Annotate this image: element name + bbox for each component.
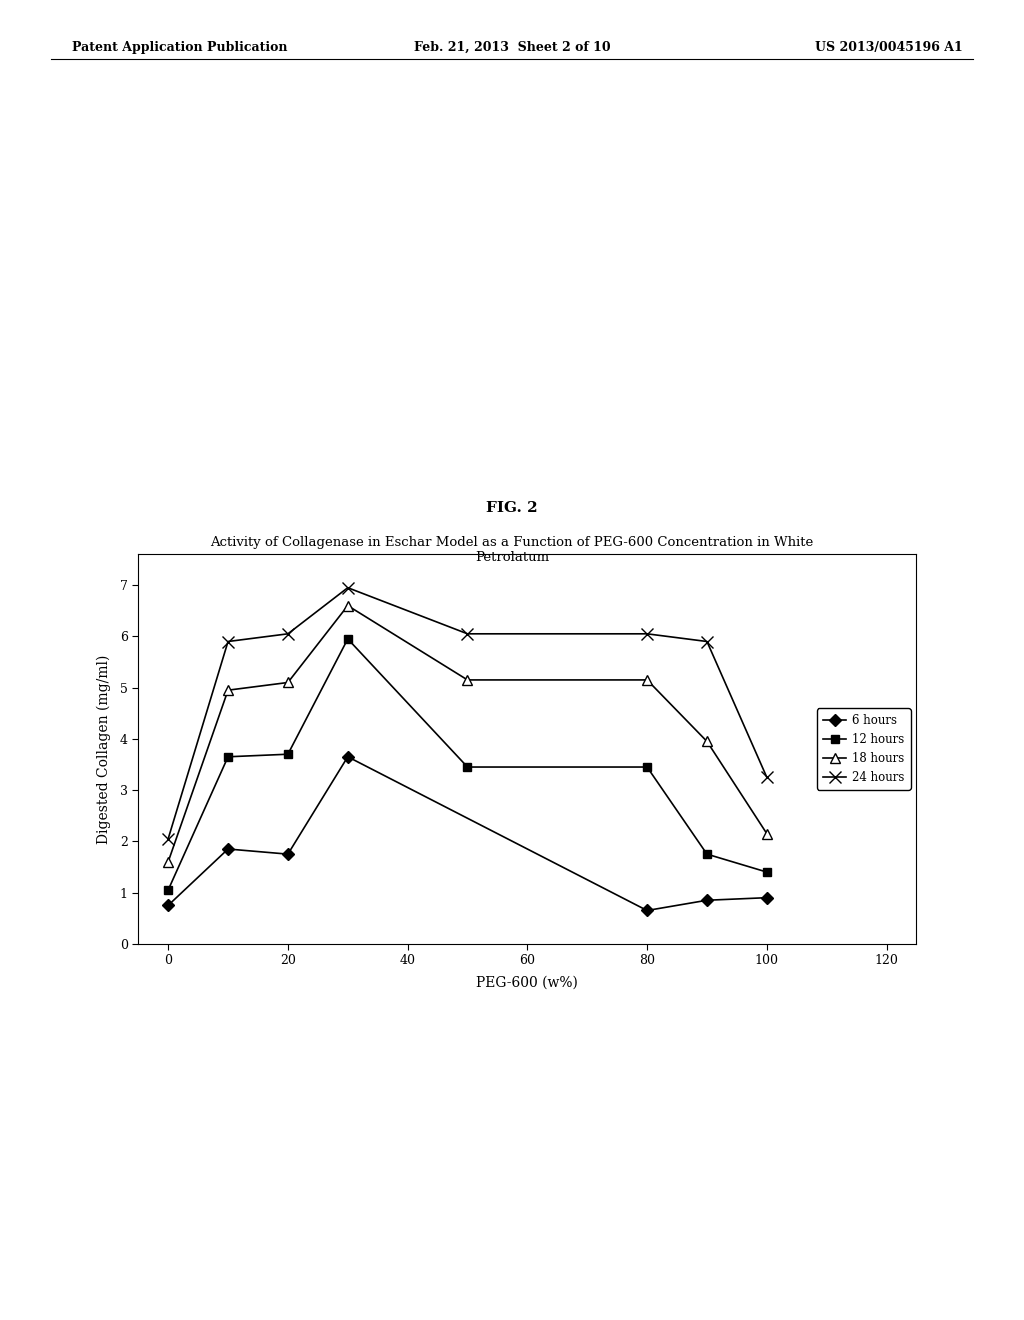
- 18 hours: [761, 826, 773, 842]
- 12 hours: [761, 865, 773, 880]
- 18 hours: [282, 675, 294, 690]
- Y-axis label: Digested Collagen (mg/ml): Digested Collagen (mg/ml): [97, 655, 112, 843]
- 18 hours: [162, 854, 174, 870]
- 12 hours: [222, 748, 234, 764]
- Text: Feb. 21, 2013  Sheet 2 of 10: Feb. 21, 2013 Sheet 2 of 10: [414, 41, 610, 54]
- 18 hours: [462, 672, 474, 688]
- 12 hours: [162, 882, 174, 898]
- 24 hours: [222, 634, 234, 649]
- 6 hours: [342, 748, 354, 764]
- Legend: 6 hours, 12 hours, 18 hours, 24 hours: 6 hours, 12 hours, 18 hours, 24 hours: [817, 709, 910, 789]
- 12 hours: [700, 846, 713, 862]
- 24 hours: [282, 626, 294, 642]
- 6 hours: [162, 898, 174, 913]
- 6 hours: [641, 903, 653, 919]
- Line: 24 hours: 24 hours: [163, 582, 772, 845]
- Text: Patent Application Publication: Patent Application Publication: [72, 41, 287, 54]
- 12 hours: [342, 631, 354, 647]
- Line: 6 hours: 6 hours: [164, 752, 771, 915]
- X-axis label: PEG-600 (w%): PEG-600 (w%): [476, 975, 579, 990]
- Line: 12 hours: 12 hours: [164, 635, 771, 894]
- 24 hours: [162, 830, 174, 846]
- Text: Activity of Collagenase in Eschar Model as a Function of PEG-600 Concentration i: Activity of Collagenase in Eschar Model …: [210, 536, 814, 564]
- Line: 18 hours: 18 hours: [163, 601, 772, 867]
- 24 hours: [700, 634, 713, 649]
- 24 hours: [641, 626, 653, 642]
- 18 hours: [222, 682, 234, 698]
- 24 hours: [761, 770, 773, 785]
- 24 hours: [462, 626, 474, 642]
- 6 hours: [222, 841, 234, 857]
- 6 hours: [282, 846, 294, 862]
- 6 hours: [761, 890, 773, 906]
- 12 hours: [282, 746, 294, 762]
- Text: FIG. 2: FIG. 2: [486, 502, 538, 515]
- 18 hours: [342, 598, 354, 614]
- 18 hours: [700, 734, 713, 750]
- Text: US 2013/0045196 A1: US 2013/0045196 A1: [815, 41, 963, 54]
- 6 hours: [700, 892, 713, 908]
- 12 hours: [641, 759, 653, 775]
- 24 hours: [342, 579, 354, 595]
- 18 hours: [641, 672, 653, 688]
- 12 hours: [462, 759, 474, 775]
